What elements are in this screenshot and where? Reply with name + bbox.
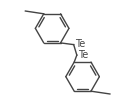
Text: Te: Te	[78, 50, 89, 60]
Text: Te: Te	[75, 39, 86, 49]
